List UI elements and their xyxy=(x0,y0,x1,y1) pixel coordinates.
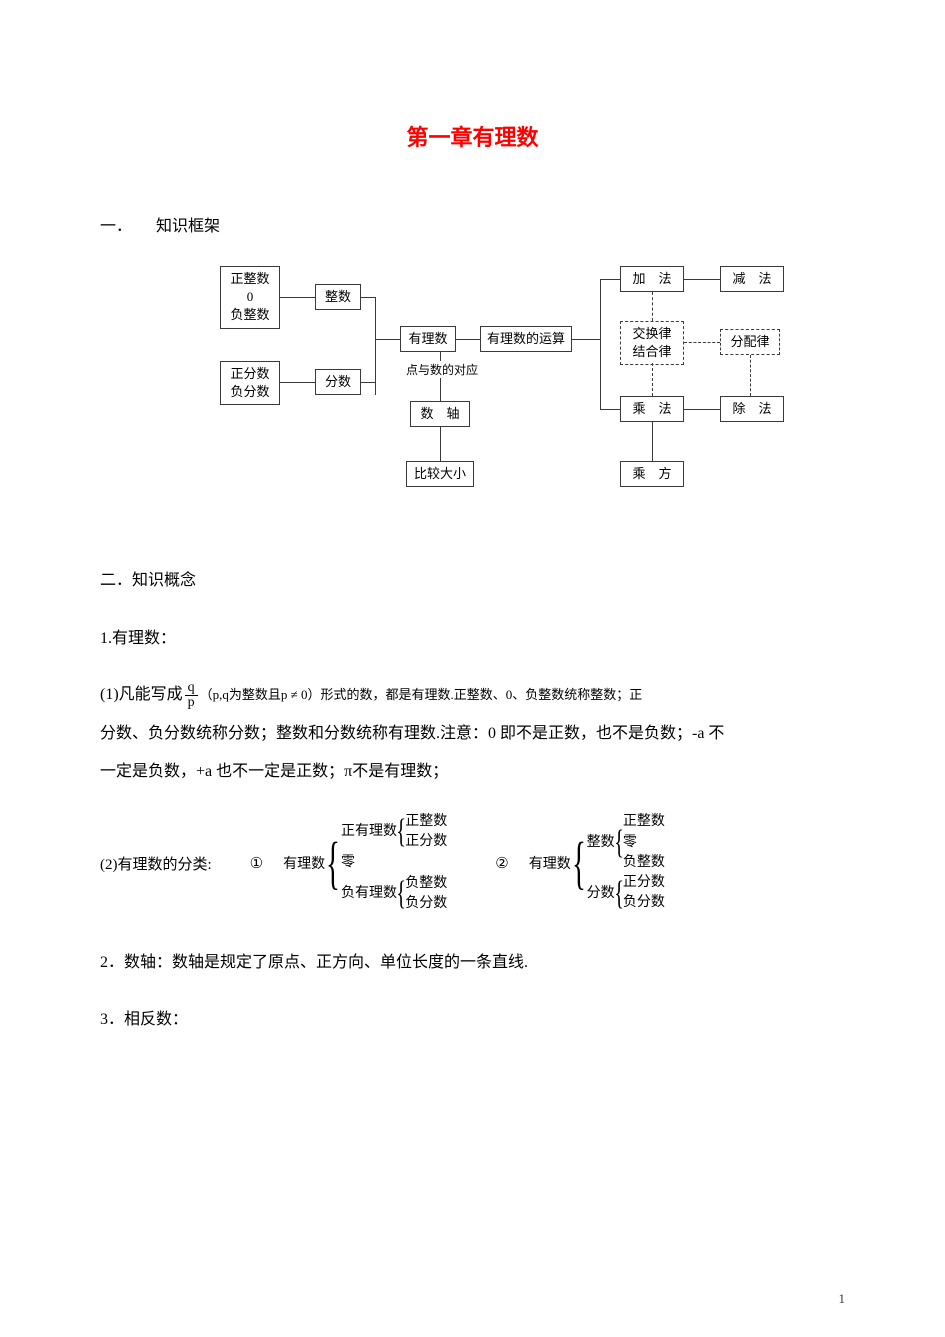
fraction-qp: qp xyxy=(185,681,198,710)
root-label-1: 有理数 xyxy=(283,853,325,873)
paragraph-1: (1)凡能写成qp（p,q为整数且p ≠ 0）形式的数，都是有理数.正整数、0、… xyxy=(100,676,845,791)
diagram-node-n_law: 交换律 结合律 xyxy=(620,321,684,365)
c1-c1: 负整数 xyxy=(405,874,447,894)
diagram-node-n_frac: 分数 xyxy=(315,369,361,395)
c2-b2: 负分数 xyxy=(623,893,665,913)
page: 第一章有理数 一． 知识框架 正整数 0 负整数整数正分数 负分数分数有理数有理… xyxy=(0,0,945,1337)
brace-icon: { xyxy=(396,820,406,844)
para1-pre: (1)凡能写成 xyxy=(100,686,183,703)
c1-b: 零 xyxy=(341,852,447,874)
classification-row: (2)有理数的分类: ① 有理数 { 正有理数 { 正整数 正分数 零 负有理数… xyxy=(100,812,845,915)
diagram-edge xyxy=(684,342,720,343)
diagram-node-n_axis: 数 轴 xyxy=(410,401,470,427)
classification-2: 有理数 { 整数 { 正整数 零 负整数 分数 { 正分数 xyxy=(529,812,665,913)
diagram-node-n_rat: 有理数 xyxy=(400,326,456,352)
diagram-edge xyxy=(600,409,620,410)
fraction-numerator: q xyxy=(185,681,198,696)
c2-a2: 零 xyxy=(623,833,665,853)
diagram-edge xyxy=(375,297,376,395)
diagram-edge xyxy=(440,427,441,461)
circled-2: ② xyxy=(495,854,508,873)
c1-a1: 正整数 xyxy=(405,812,447,832)
diagram-edge xyxy=(684,409,720,410)
brace-icon: { xyxy=(326,843,340,884)
diagram-node-n_add: 加 法 xyxy=(620,266,684,292)
page-number: 1 xyxy=(839,1291,846,1307)
c2-b: 分数 xyxy=(587,883,615,905)
item-2: 2．数轴：数轴是规定了原点、正方向、单位长度的一条直线. xyxy=(100,944,845,982)
c1-c: 负有理数 xyxy=(341,883,397,905)
item-1-heading: 1.有理数： xyxy=(100,620,845,658)
c2-a: 整数 xyxy=(587,832,615,854)
root-label-2: 有理数 xyxy=(529,853,571,873)
level1-stack: 正有理数 { 正整数 正分数 零 负有理数 { 负整数 负分数 xyxy=(341,812,447,915)
classification-1: 有理数 { 正有理数 { 正整数 正分数 零 负有理数 { 负整数 xyxy=(283,812,447,915)
diagram-node-n_mul: 乘 法 xyxy=(620,396,684,422)
section-1-heading: 一． 知识框架 xyxy=(100,212,845,236)
diagram-edge xyxy=(361,382,375,383)
diagram-edge xyxy=(652,422,653,461)
diagram-edge xyxy=(600,279,601,409)
diagram-edge xyxy=(652,292,653,321)
diagram-node-n_poszero: 正整数 0 负整数 xyxy=(220,266,280,329)
diagram-edge-label: 点与数的对应 xyxy=(404,361,480,378)
chapter-title: 第一章有理数 xyxy=(100,120,845,152)
diagram-node-n_int: 整数 xyxy=(315,284,361,310)
knowledge-diagram: 正整数 0 负整数 整数正分数 负分数 分数 有理数有理数的运算数 轴比较大小 加 法 减… xyxy=(220,266,800,526)
diagram-node-n_div: 除 法 xyxy=(720,396,784,422)
brace-icon: { xyxy=(396,882,406,906)
diagram-edge xyxy=(750,355,751,396)
brace-icon: { xyxy=(614,831,624,855)
diagram-edge xyxy=(361,297,375,298)
section-2-heading: 二．知识概念 xyxy=(100,566,845,590)
c2-a3: 负整数 xyxy=(623,853,665,873)
c1-a2: 正分数 xyxy=(405,832,447,852)
c2-a1: 正整数 xyxy=(623,812,665,832)
diagram-node-n_sub: 减 法 xyxy=(720,266,784,292)
diagram-node-n_dist: 分配律 xyxy=(720,329,780,355)
diagram-edge xyxy=(572,339,600,340)
diagram-edge xyxy=(684,279,720,280)
c2-b1: 正分数 xyxy=(623,873,665,893)
diagram-edge xyxy=(600,279,620,280)
diagram-edge xyxy=(375,339,400,340)
c1-c2: 负分数 xyxy=(405,894,447,914)
para1-line3: 一定是负数，+a 也不一定是正数；π不是有理数； xyxy=(100,763,448,780)
diagram-edge xyxy=(280,382,315,383)
diagram-edge xyxy=(652,363,653,396)
diagram-node-n_posneg2: 正分数 负分数 xyxy=(220,361,280,405)
diagram-edge xyxy=(456,339,480,340)
para1-line2: 分数、负分数统称分数；整数和分数统称有理数.注意：0 即不是正数，也不是负数；-… xyxy=(100,725,724,742)
level1-stack-2: 整数 { 正整数 零 负整数 分数 { 正分数 负分数 xyxy=(587,812,665,913)
para1-mid: （p,q为整数且p ≠ 0）形式的数，都是有理数.正整数、0、负整数统称整数；正 xyxy=(200,687,643,702)
circled-1: ① xyxy=(250,854,263,873)
c1-a: 正有理数 xyxy=(341,821,397,843)
diagram-node-n_ops: 有理数的运算 xyxy=(480,326,572,352)
diagram-edge xyxy=(280,297,315,298)
diagram-node-n_cmp: 比较大小 xyxy=(406,461,474,487)
brace-icon: { xyxy=(614,882,624,906)
diagram-node-n_pow: 乘 方 xyxy=(620,461,684,487)
item-3: 3．相反数： xyxy=(100,1001,845,1039)
classify-label: (2)有理数的分类: xyxy=(100,853,212,874)
brace-icon: { xyxy=(572,843,586,884)
fraction-denominator: p xyxy=(185,696,198,710)
